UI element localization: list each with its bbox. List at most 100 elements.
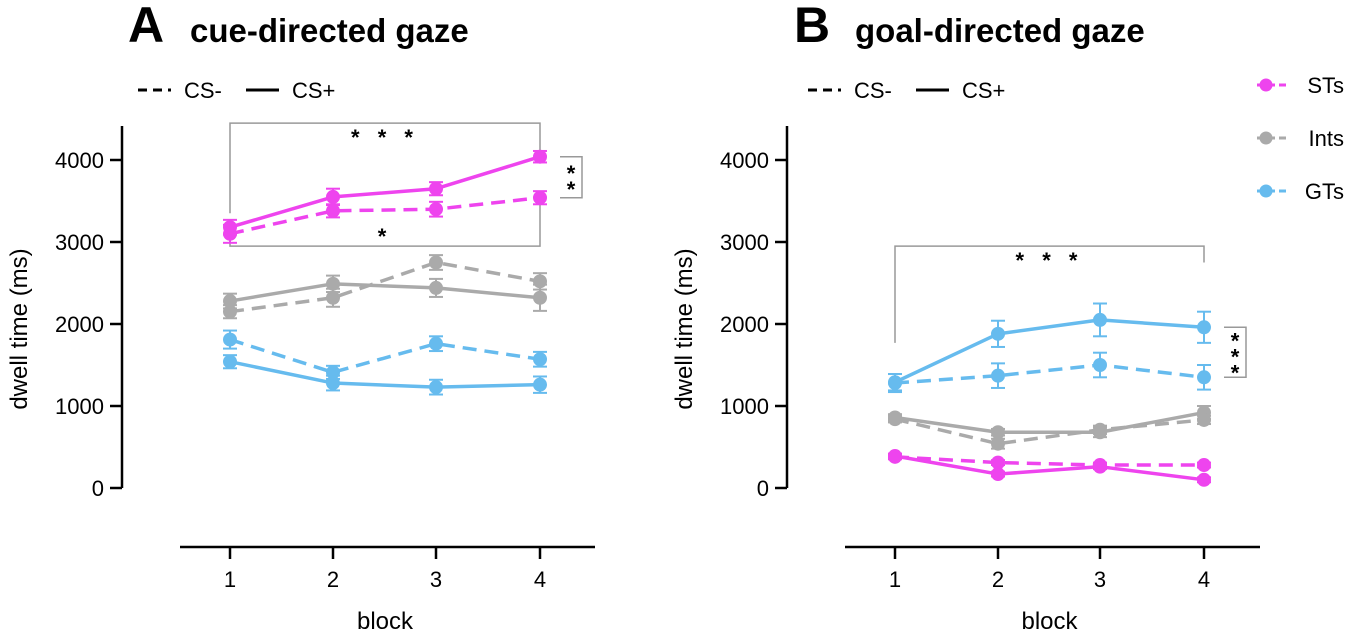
legend-label-cs-minus: CS- xyxy=(854,78,892,103)
legend-swatch-marker xyxy=(1259,184,1273,198)
panel-letter: A xyxy=(128,0,164,53)
data-point xyxy=(991,436,1005,451)
significance-stars: * * * xyxy=(351,125,419,150)
data-point xyxy=(326,203,340,218)
legend-label-cs-minus: CS- xyxy=(184,78,222,103)
series-line xyxy=(229,195,541,236)
series-gts-cs-plus xyxy=(888,302,1211,392)
panel-letter: B xyxy=(794,0,830,53)
significance-bracket-side xyxy=(560,155,583,199)
data-point xyxy=(1197,320,1211,335)
data-point xyxy=(429,336,443,351)
legend-item-ints: Ints xyxy=(1257,126,1344,151)
x-tick-label: 1 xyxy=(889,567,901,592)
y-tick-label: 4000 xyxy=(55,148,104,173)
x-axis-label: block xyxy=(357,608,414,632)
data-point xyxy=(1093,312,1107,327)
x-tick-label: 1 xyxy=(224,567,236,592)
data-point xyxy=(991,455,1005,470)
data-point xyxy=(1197,458,1211,473)
significance-star: * xyxy=(1231,328,1240,353)
data-point xyxy=(326,189,340,204)
data-point xyxy=(991,467,1005,482)
series-ints-cs-minus xyxy=(888,412,1211,451)
y-tick-label: 0 xyxy=(757,476,769,501)
significance-star: * xyxy=(567,161,576,186)
significance-bracket xyxy=(894,245,1205,343)
x-tick-label: 3 xyxy=(430,567,442,592)
data-point xyxy=(1093,422,1107,437)
panel-title: cue-directed gaze xyxy=(190,12,469,49)
x-tick-label: 4 xyxy=(534,567,546,592)
data-point xyxy=(533,352,547,367)
y-tick-label: 2000 xyxy=(55,312,104,337)
significance-star: * xyxy=(1231,344,1240,369)
series-line xyxy=(229,260,541,314)
x-tick-label: 4 xyxy=(1198,567,1210,592)
y-tick-label: 3000 xyxy=(55,230,104,255)
data-point xyxy=(326,290,340,305)
significance-stars-vertical: *** xyxy=(1231,328,1240,385)
series-line xyxy=(229,282,541,303)
significance-star: * xyxy=(1231,360,1240,385)
significance-bracket-side xyxy=(1224,326,1247,379)
data-point xyxy=(223,332,237,347)
data-point xyxy=(429,202,443,217)
legend-swatch-marker xyxy=(1259,131,1273,145)
series-sts-cs-plus xyxy=(223,149,547,236)
significance-bracket xyxy=(229,122,541,214)
data-point xyxy=(888,376,902,391)
data-point xyxy=(1093,358,1107,372)
legend-swatch-marker xyxy=(1259,78,1273,92)
legend-label-cs-plus: CS+ xyxy=(292,78,335,103)
data-point xyxy=(991,425,1005,440)
data-point xyxy=(429,255,443,270)
panel-title: goal-directed gaze xyxy=(855,12,1145,49)
series-line xyxy=(894,455,1204,467)
series-sts-cs-plus xyxy=(888,449,1211,487)
legend-label: STs xyxy=(1307,73,1344,98)
y-tick-label: 3000 xyxy=(720,230,769,255)
significance-stars: * xyxy=(378,224,393,249)
legend-item-gts: GTs xyxy=(1257,179,1344,204)
series-line xyxy=(229,337,541,375)
series-gts-cs-plus xyxy=(223,354,547,396)
data-point xyxy=(888,412,902,427)
data-point xyxy=(533,190,547,205)
series-line xyxy=(894,363,1205,385)
series-gts-cs-minus xyxy=(223,329,547,380)
series-sts-cs-minus xyxy=(888,449,1211,473)
data-point xyxy=(429,280,443,295)
data-point xyxy=(1197,472,1211,487)
data-point xyxy=(326,276,340,291)
data-point xyxy=(888,449,902,464)
data-point xyxy=(326,365,340,380)
data-point xyxy=(1093,458,1107,473)
data-point xyxy=(991,368,1005,383)
x-tick-label: 2 xyxy=(992,567,1004,592)
y-tick-label: 0 xyxy=(92,476,104,501)
data-point xyxy=(429,380,443,395)
y-tick-label: 2000 xyxy=(720,312,769,337)
series-line xyxy=(894,454,1205,482)
series-line xyxy=(229,155,541,229)
data-point xyxy=(533,290,547,305)
y-axis-label: dwell time (ms) xyxy=(671,248,698,409)
data-point xyxy=(533,377,547,392)
x-tick-label: 2 xyxy=(327,567,339,592)
legend-item-sts: STs xyxy=(1257,73,1344,98)
data-point xyxy=(533,274,547,289)
series-sts-cs-minus xyxy=(223,190,547,244)
x-axis-label: block xyxy=(1021,608,1078,632)
y-tick-label: 4000 xyxy=(720,148,769,173)
legend-label: Ints xyxy=(1309,126,1344,151)
data-point xyxy=(1197,370,1211,385)
series-gts-cs-minus xyxy=(888,351,1211,394)
x-tick-label: 3 xyxy=(1094,567,1106,592)
legend-label-cs-plus: CS+ xyxy=(962,78,1005,103)
significance-stars: * * * xyxy=(1016,248,1084,273)
series-ints-cs-minus xyxy=(223,254,547,320)
